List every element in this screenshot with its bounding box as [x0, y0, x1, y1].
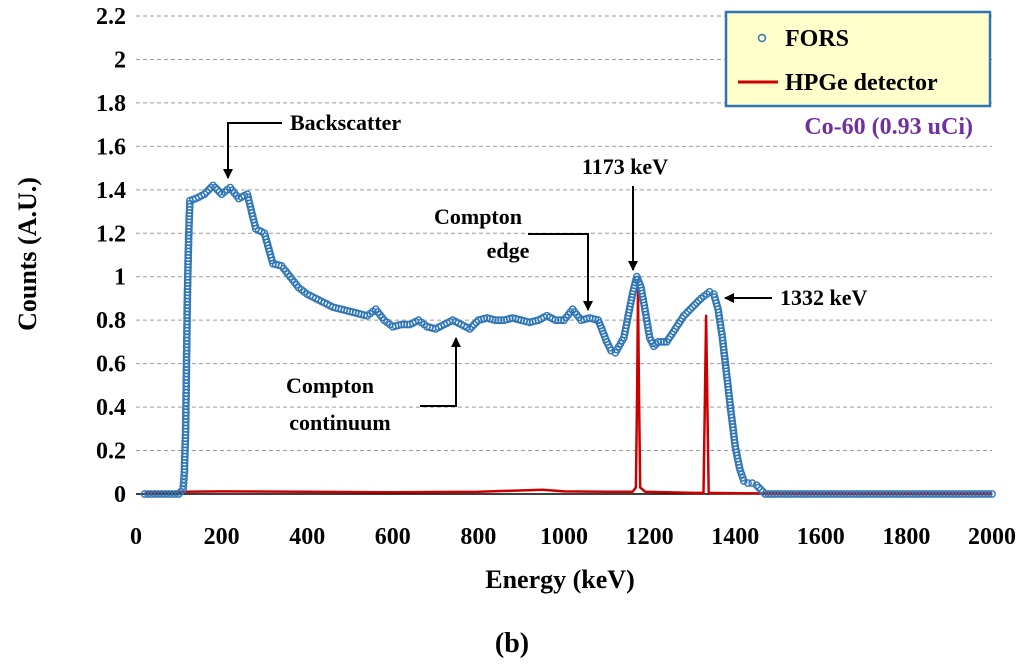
- annotation-label: 1332 keV: [780, 285, 868, 310]
- fors-data-point: [211, 183, 220, 192]
- annotation-label: Backscatter: [290, 110, 401, 135]
- x-tick-label: 1400: [711, 524, 759, 550]
- fors-data-point: [654, 337, 663, 346]
- y-tick-label: 1.8: [96, 91, 126, 117]
- legend-fors-marker-icon: [757, 33, 767, 43]
- fors-data-point: [690, 301, 699, 309]
- annotation-arrow: [528, 233, 593, 311]
- x-tick-label: 1600: [797, 524, 845, 550]
- x-tick-label: 400: [289, 524, 325, 550]
- hpge-series-line: [144, 288, 992, 495]
- annotation-label: continuum: [289, 410, 390, 435]
- x-axis-title: Energy (keV): [485, 565, 634, 594]
- fors-data-point: [682, 309, 690, 318]
- fors-data-point: [468, 322, 476, 331]
- y-tick-label: 0.6: [96, 352, 126, 378]
- y-tick-label: 0: [114, 482, 126, 508]
- x-tick-label: 0: [130, 524, 142, 550]
- fors-series: [140, 181, 996, 498]
- x-tick-label: 2000: [968, 524, 1016, 550]
- annotation-arrow: [223, 122, 282, 179]
- fors-data-point: [752, 481, 761, 490]
- y-tick-label: 1: [114, 265, 126, 291]
- fors-data-point: [686, 305, 695, 314]
- fors-data-point: [657, 337, 665, 346]
- fors-data-point: [200, 190, 209, 199]
- fors-data-point: [209, 181, 217, 190]
- fors-data-point: [679, 311, 688, 320]
- annotation-arrow: [420, 337, 461, 407]
- fors-data-point: [688, 303, 697, 311]
- legend-hpge-label: HPGe detector: [785, 70, 938, 96]
- legend: FORS HPGe detector: [724, 10, 992, 108]
- fors-data-point: [757, 485, 765, 494]
- fors-data-point: [739, 477, 748, 485]
- y-tick-label: 2.2: [96, 4, 126, 30]
- y-tick-label: 1.4: [96, 178, 126, 204]
- fors-data-point: [694, 296, 703, 305]
- y-tick-label: 0.4: [96, 395, 126, 421]
- y-tick-label: 1.6: [96, 134, 126, 160]
- annotation-label: edge: [487, 238, 530, 263]
- fors-data-point: [692, 298, 701, 307]
- fors-data-point: [174, 490, 183, 498]
- fors-data-point: [748, 479, 757, 487]
- fors-data-point: [988, 490, 996, 498]
- x-tick-label: 600: [375, 524, 411, 550]
- y-tick-label: 0.8: [96, 308, 126, 334]
- series: [140, 181, 996, 498]
- annotation-label: 1173 keV: [582, 154, 668, 179]
- fors-data-point: [738, 473, 747, 482]
- annotations: Backscatter 1173 keV Compton edge 1332 keV Co…: [223, 110, 868, 435]
- x-tick-label: 1000: [540, 524, 588, 550]
- y-tick-label: 1.2: [96, 221, 126, 247]
- x-tick-label: 200: [204, 524, 240, 550]
- legend-fors-label: FORS: [785, 26, 849, 52]
- fors-data-point: [754, 483, 763, 492]
- x-tick-label: 800: [460, 524, 496, 550]
- fors-data-point: [213, 185, 222, 194]
- fors-data-point: [744, 479, 752, 487]
- fors-data-point: [215, 188, 224, 196]
- y-tick-labels: 0 0.2 0.4 0.6 0.8 1 1.2 1.4 1.6 1.8 2 2.2: [96, 4, 126, 508]
- annotation-label: Compton: [434, 204, 522, 229]
- source-label: Co-60 (0.93 uCi): [804, 114, 973, 140]
- fors-data-point: [400, 320, 409, 329]
- x-tick-label: 1800: [882, 524, 930, 550]
- fors-data-point: [202, 188, 211, 196]
- fors-data-point: [737, 470, 746, 479]
- fors-data-point: [470, 320, 478, 329]
- y-axis-title: Counts (A.U.): [13, 177, 42, 331]
- fors-data-point: [650, 342, 658, 351]
- y-tick-label: 2: [114, 47, 126, 73]
- x-tick-label: 1200: [626, 524, 674, 550]
- fors-data-point: [554, 316, 563, 325]
- fors-data-point: [551, 316, 560, 325]
- fors-data-point: [684, 307, 692, 316]
- annotation-label: Compton: [286, 373, 374, 398]
- legend-box: [724, 10, 992, 108]
- panel-label: (b): [495, 628, 529, 659]
- x-tick-labels: 0 200 400 600 800 1000 1200 1400 1600 1800 2000: [130, 524, 1016, 550]
- fors-data-point: [705, 287, 714, 296]
- y-tick-label: 0.2: [96, 439, 126, 465]
- fors-data-point: [984, 490, 993, 498]
- fors-data-point: [735, 463, 744, 472]
- fors-data-point: [465, 324, 474, 333]
